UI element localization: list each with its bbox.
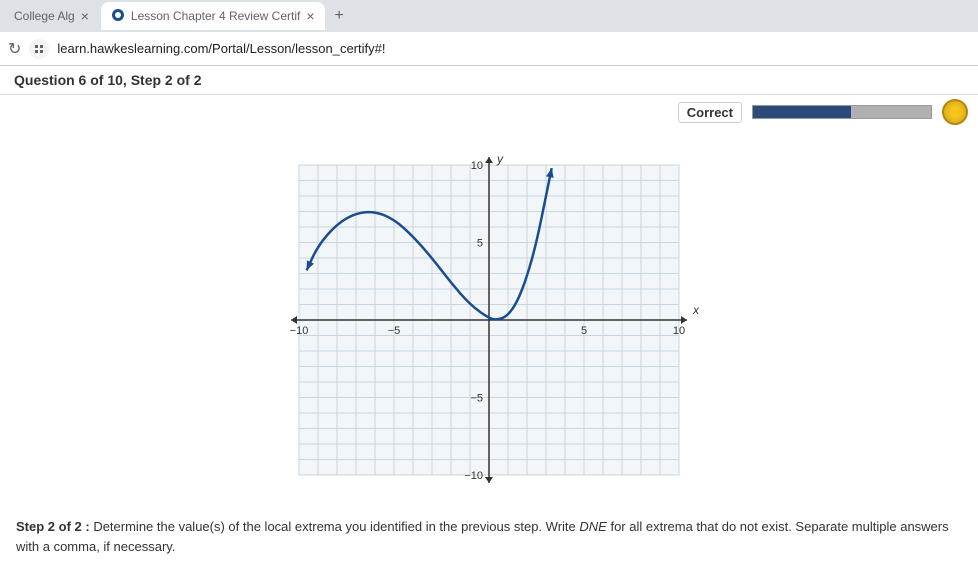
url-text[interactable]: learn.hawkeslearning.com/Portal/Lesson/l… <box>57 41 970 56</box>
favicon-icon <box>111 8 125 25</box>
svg-text:−10: −10 <box>464 470 483 482</box>
tab-strip: College Alg × Lesson Chapter 4 Review Ce… <box>0 0 978 32</box>
svg-text:−5: −5 <box>388 325 401 337</box>
status-row: Correct <box>0 95 978 129</box>
tab-label: College Alg <box>14 9 75 23</box>
reload-icon[interactable]: ↻ <box>8 39 21 59</box>
svg-text:−5: −5 <box>470 393 483 405</box>
close-icon[interactable]: × <box>81 8 89 24</box>
svg-text:−10: −10 <box>290 325 309 337</box>
award-badge-icon <box>942 99 968 125</box>
question-header: Question 6 of 10, Step 2 of 2 <box>0 66 978 95</box>
progress-bar <box>752 105 932 119</box>
new-tab-button[interactable]: + <box>327 7 352 25</box>
progress-fill <box>753 106 851 118</box>
svg-text:x: x <box>692 303 700 317</box>
status-badge: Correct <box>678 102 742 123</box>
tab-label: Lesson Chapter 4 Review Certif <box>131 9 300 23</box>
site-info-icon[interactable] <box>29 39 49 59</box>
svg-text:5: 5 <box>477 238 483 250</box>
svg-text:10: 10 <box>673 325 685 337</box>
close-icon[interactable]: × <box>306 8 314 24</box>
svg-text:10: 10 <box>471 160 483 172</box>
step-instructions: Step 2 of 2 : Determine the value(s) of … <box>0 505 978 560</box>
tab-other[interactable]: College Alg × <box>4 2 99 30</box>
chart-svg: −10 −5 5 10 −10 −5 5 10 x y <box>269 135 709 505</box>
svg-text:y: y <box>496 152 504 166</box>
address-bar: ↻ learn.hawkeslearning.com/Portal/Lesson… <box>0 32 978 66</box>
graph-chart: −10 −5 5 10 −10 −5 5 10 x y <box>269 135 709 505</box>
svg-text:5: 5 <box>581 325 587 337</box>
main-content: −10 −5 5 10 −10 −5 5 10 x y Step 2 of 2 : Determi… <box>0 129 978 570</box>
tab-active[interactable]: Lesson Chapter 4 Review Certif × <box>101 2 325 30</box>
